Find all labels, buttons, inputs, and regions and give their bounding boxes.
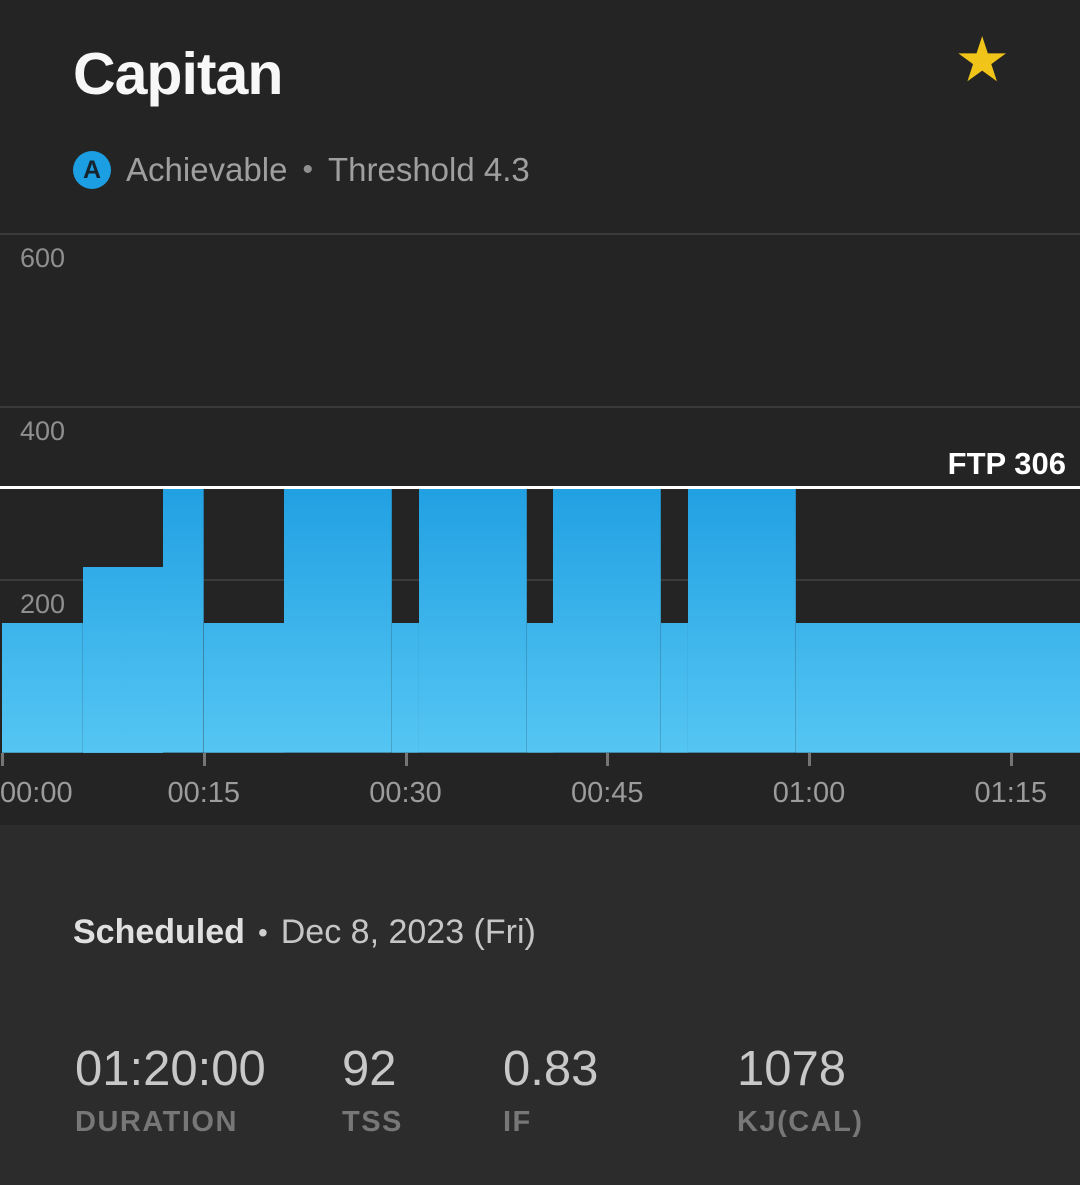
gridline-400	[0, 406, 1080, 409]
stat-value: 0.83	[503, 1042, 599, 1096]
x-axis-tick	[808, 753, 811, 766]
power-segment	[284, 488, 393, 753]
x-axis-tick	[1, 753, 4, 766]
x-axis-tick-label: 00:00	[0, 777, 73, 809]
x-axis-tick-label: 00:45	[570, 777, 644, 809]
x-axis-tick-label: 01:00	[772, 777, 846, 809]
power-segment	[526, 623, 554, 753]
power-segment	[203, 623, 285, 753]
power-segment	[418, 488, 527, 753]
stat-kj: 1078 KJ(CAL)	[737, 1043, 864, 1139]
workout-title: Capitan	[73, 41, 283, 107]
workout-power-chart: 600 400 200 FTP 306	[0, 222, 1080, 753]
stat-value: 1078	[737, 1042, 847, 1096]
zone-level-label: Threshold 4.3	[327, 151, 530, 188]
y-axis-tick-label: 200	[20, 589, 66, 620]
schedule-separator-dot: •	[257, 916, 268, 948]
power-segment	[163, 488, 204, 753]
x-axis-tick	[1009, 753, 1013, 766]
power-segment	[795, 623, 1080, 753]
workout-summary-card: Scheduled • Dec 8, 2023 (Fri) 01:20:00 D…	[0, 825, 1080, 1185]
x-axis-tick	[404, 753, 408, 766]
schedule-date: Dec 8, 2023 (Fri)	[280, 913, 536, 951]
power-segment	[2, 623, 83, 753]
schedule-status: Scheduled	[73, 913, 245, 951]
x-axis-tick-label: 01:15	[974, 777, 1048, 809]
stat-value: 92	[342, 1042, 397, 1096]
stat-duration: 01:20:00 DURATION	[75, 1043, 266, 1139]
power-segment	[687, 488, 796, 753]
y-axis-tick-label: 600	[20, 243, 66, 274]
x-axis-tick	[202, 753, 206, 766]
y-axis-tick-label: 400	[20, 416, 66, 447]
workout-meta-row: A Achievable • Threshold 4.3	[73, 150, 530, 190]
power-segment	[392, 623, 419, 753]
x-axis-tick-label: 00:15	[167, 777, 241, 809]
stat-tss: 92 TSS	[342, 1043, 403, 1139]
stat-label: TSS	[342, 1106, 403, 1138]
stat-label: KJ(CAL)	[737, 1106, 864, 1138]
stat-value: 01:20:00	[75, 1042, 266, 1096]
gridline-200	[0, 579, 1080, 582]
stat-label: DURATION	[75, 1106, 238, 1138]
achievable-badge-icon: A	[73, 151, 111, 189]
favorite-star-icon[interactable]: ★	[954, 26, 1010, 95]
ftp-line	[0, 486, 1080, 490]
meta-separator-dot: •	[302, 153, 313, 186]
power-segment	[661, 623, 688, 753]
power-segment	[82, 567, 164, 753]
stat-label: IF	[503, 1106, 532, 1138]
power-segment	[553, 488, 662, 753]
difficulty-label: Achievable	[126, 151, 288, 188]
stat-if: 0.83 IF	[503, 1043, 598, 1139]
schedule-row: Scheduled • Dec 8, 2023 (Fri)	[73, 913, 536, 952]
x-axis-tick-label: 00:30	[369, 777, 442, 809]
ftp-label: FTP 306	[947, 446, 1066, 482]
x-axis-tick	[606, 753, 610, 766]
gridline-600	[0, 233, 1080, 236]
